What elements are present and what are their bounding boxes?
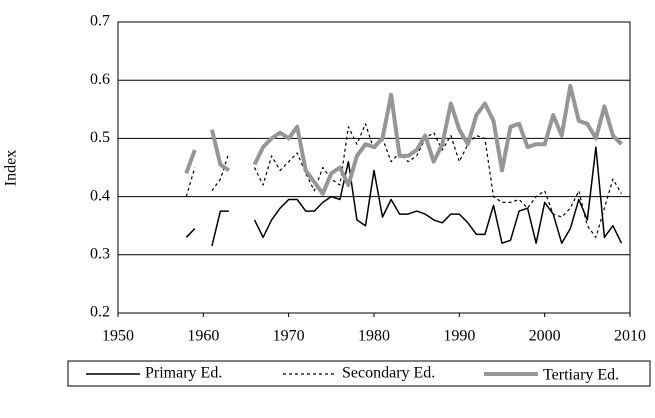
x-tick-label: 1970 [273, 328, 305, 345]
series-line [184, 84, 623, 196]
y-tick-label: 0.4 [90, 187, 110, 204]
y-tick-label: 0.5 [90, 129, 110, 146]
legend-label: Secondary Ed. [342, 365, 435, 382]
series-line [185, 146, 623, 247]
x-tick-label: 1950 [102, 328, 134, 345]
y-axis-label: Index [3, 150, 20, 186]
y-tick-label: 0.6 [90, 71, 110, 88]
x-tick-label: 2010 [614, 328, 646, 345]
x-tick-label: 2000 [529, 328, 561, 345]
y-tick-label: 0.3 [90, 245, 110, 262]
legend-label: Tertiary Ed. [543, 367, 619, 384]
y-tick-label: 0.2 [90, 304, 110, 321]
series-line [185, 123, 623, 238]
legend-box [67, 360, 651, 387]
x-tick-label: 1960 [187, 328, 219, 345]
legend-label: Primary Ed. [145, 365, 222, 382]
x-tick-label: 1990 [443, 328, 475, 345]
plot-border [117, 21, 631, 314]
x-tick-label: 1980 [358, 328, 390, 345]
y-tick-label: 0.7 [90, 13, 110, 30]
